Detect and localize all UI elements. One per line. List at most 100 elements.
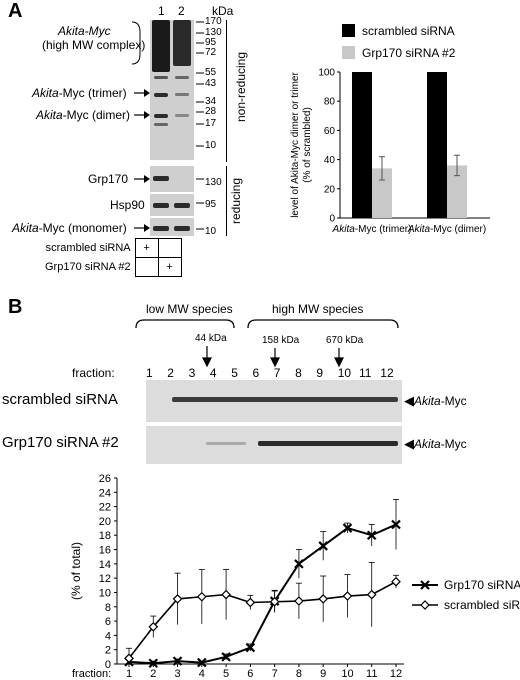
scrambled-gel [146,380,402,422]
marker-44kda: 44 kDa [195,333,227,344]
marker-10: 10 [205,140,217,151]
line-ylabel: (% of total) [69,542,83,600]
bar-ytick-label-20: 20 [324,184,336,195]
hsp-marker-tick [196,202,204,204]
point-diamond-1 [124,653,134,664]
fraction-top-3: 3 [188,366,196,380]
gel-akita-label-2: ◀Akita-Myc [404,436,467,451]
nonreducing-blot [150,20,194,160]
gel-grp170-label: Grp170 siRNA #2 [2,434,119,451]
bar-1-2 [372,168,392,218]
grp-marker-tick [196,178,204,180]
marker-55: 55 [205,67,217,78]
point-diamond-12 [391,576,401,587]
line-ytick-label-22: 22 [99,502,111,514]
line-xtick-label-6: 6 [247,668,253,680]
line-ytick-label-12: 12 [99,573,111,585]
marker-95: 95 [205,37,217,48]
hmw-label-2: (high MW complex) [42,38,146,52]
series-line-2 [128,581,397,659]
bar-ytick-label-80: 80 [324,97,336,108]
legend-diamond-marker [420,600,430,610]
line-ytick-label-14: 14 [99,559,111,571]
point-x-4 [197,657,207,668]
point-x-6 [245,642,256,653]
line-xtick-label-10: 10 [341,668,353,680]
bar-ytick-label-60: 60 [324,126,336,137]
fraction-label-top: fraction: [72,366,115,380]
monomer-arrow [134,224,150,232]
cell-grp-lane2: + [157,257,182,277]
fraction-top-2: 2 [167,366,174,380]
trimer-label: Akita-Myc (trimer) [32,86,127,100]
point-x-5 [221,652,231,662]
lane-2-label: 2 [178,4,185,18]
point-diamond-5 [221,589,231,600]
row-grp170-label: Grp170 siRNA #2 [45,261,131,273]
bar-xlabel-2: Akita-Myc (dimer) [407,224,486,235]
marker-grp-130: 130 [205,177,222,188]
marker-72: 72 [205,47,217,58]
line-ytick-label-18: 18 [99,530,111,542]
panel-b-letter: B [8,296,23,318]
point-diamond-9 [318,594,329,604]
line-xtick-label-2: 2 [150,668,156,680]
marker-ticks [196,21,204,147]
line-ytick-label-20: 20 [99,516,111,528]
legend-swatch-1 [342,24,355,37]
marker-158kda: 158 kDa [262,335,300,346]
fraction-top-11: 11 [359,366,372,380]
dimer-label: Akita-Myc (dimer) [36,108,131,122]
line-xtick-label-12: 12 [390,668,402,680]
reducing-bracket [226,166,227,236]
legend-label-1: scrambled siRNA [362,24,455,38]
line-ytick-label-16: 16 [99,545,111,557]
point-x-3 [172,656,183,666]
marker-34: 34 [205,96,217,107]
line-xtick-label-9: 9 [320,668,326,680]
fraction-top-12: 12 [380,366,394,380]
marker-hsp-95: 95 [205,199,217,210]
point-diamond-3 [172,594,183,604]
point-x-10 [342,523,353,533]
marker-28: 28 [205,106,217,117]
marker-mono-10: 10 [205,226,217,237]
series-line-1 [128,523,397,665]
line-xtick-label-4: 4 [199,668,205,680]
line-ytick-label-24: 24 [99,487,111,499]
bar-2-2 [447,165,467,218]
point-x-2 [148,658,159,669]
grp170-label: Grp170 [88,172,129,186]
lane-1-label: 1 [158,4,165,18]
line-xtick-label-8: 8 [296,668,302,680]
point-x-11 [366,530,377,541]
mono-marker-tick [196,228,204,230]
line-ylabel-text: (% of total) [69,542,83,600]
grp170-gel [146,426,402,464]
line-ytick-label-10: 10 [99,587,111,599]
bar-ylabel-line2: (% of scrambled) [302,107,313,183]
marker-170: 170 [205,16,222,27]
kda-label: kDa [212,4,234,18]
cell-scr-lane1: + [134,238,159,258]
point-x-12 [391,519,401,530]
line-xtick-label-7: 7 [272,668,278,680]
bar-ytick-label-0: 0 [329,214,335,225]
nonreducing-bracket [226,20,227,162]
grp170-blot [150,166,194,192]
point-diamond-6 [245,597,256,608]
row-scrambled-label: scrambled siRNA [45,242,131,254]
line-ytick-label-26: 26 [99,473,111,485]
line-ytick-label-0: 0 [105,659,111,671]
hmw-bracket [131,21,141,65]
fraction-top-9: 9 [316,366,324,380]
line-ytick-label-4: 4 [105,630,111,642]
line-ytick-label-8: 8 [105,602,111,614]
dimer-arrow [134,111,150,119]
cell-scr-lane2 [157,238,182,258]
marker-670kda: 670 kDa [326,335,364,346]
line-xtick-label-11: 11 [366,668,377,680]
mw-braces [135,319,399,329]
legend-scrambled-label: scrambled siRNA [444,598,520,612]
line-ytick-label-2: 2 [105,645,111,657]
